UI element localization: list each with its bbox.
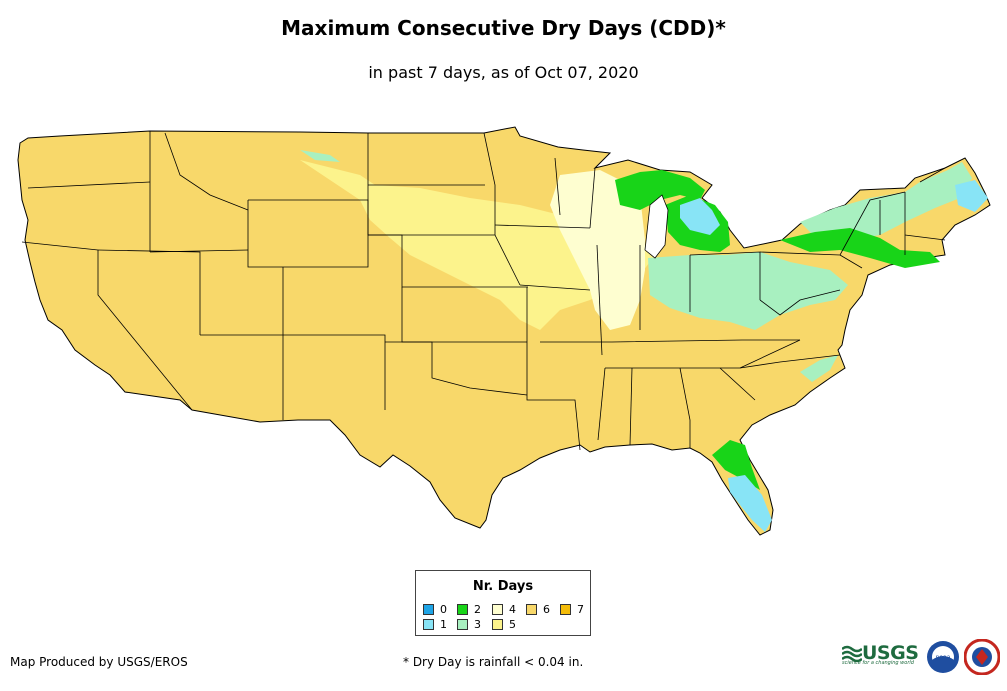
northeast-3day-zone [800, 162, 972, 242]
nws-logo [964, 639, 1000, 675]
legend-item-4: 4 [492, 603, 516, 616]
legend-label-1: 1 [440, 618, 447, 631]
legend-label-3: 3 [474, 618, 481, 631]
legend-label-5: 5 [509, 618, 516, 631]
noaa-logo: noaa [927, 641, 959, 673]
florida-2day-zone [712, 440, 760, 490]
ohio-valley-3day-zone [648, 252, 848, 330]
michigan-2day-zone [615, 170, 705, 210]
usgs-logo: USGS [842, 642, 919, 664]
florida-1day-zone [728, 475, 772, 532]
maine-1day-zone [955, 180, 988, 212]
legend-item-6: 6 [526, 603, 550, 616]
montana-3day-patch [300, 150, 340, 162]
carolina-coast-patch [800, 355, 838, 382]
legend-label-7: 7 [577, 603, 584, 616]
legend-item-2: 2 [457, 603, 481, 616]
legend-swatch-3 [457, 619, 468, 630]
legend-label-6: 6 [543, 603, 550, 616]
dry-day-note: * Dry Day is rainfall < 0.04 in. [403, 655, 584, 669]
legend-swatch-1 [423, 619, 434, 630]
legend-title: Nr. Days [472, 579, 534, 594]
agency-logos: USGS science for a changing world noaa [842, 637, 1002, 677]
legend-swatch-5 [492, 619, 503, 630]
state-borders [21, 131, 946, 451]
noaa-logo-text: noaa [936, 654, 951, 661]
legend-item-3: 3 [457, 618, 481, 631]
legend-swatch-7 [560, 604, 571, 615]
map-subtitle: in past 7 days, as of Oct 07, 2020 [368, 63, 639, 82]
legend-item-7: 7 [560, 603, 584, 616]
plains-5day-zone [300, 160, 655, 330]
usgs-wordmark: USGS [862, 642, 919, 664]
legend-label-2: 2 [474, 603, 481, 616]
map-credit: Map Produced by USGS/EROS [10, 655, 188, 669]
legend-swatch-6 [526, 604, 537, 615]
usgs-tagline: science for a changing world [842, 660, 914, 666]
legend-label-4: 4 [509, 603, 516, 616]
usgs-wave-icon [842, 645, 862, 663]
legend: Nr. Days 0 1 2 3 4 5 6 7 [415, 570, 591, 636]
conus-landmass [17, 126, 991, 536]
legend-item-5: 5 [492, 618, 516, 631]
map-title: Maximum Consecutive Dry Days (CDD)* [281, 16, 726, 40]
legend-swatch-4 [492, 604, 503, 615]
legend-swatch-2 [457, 604, 468, 615]
legend-label-0: 0 [440, 603, 447, 616]
michigan-1day-zone [680, 198, 720, 235]
legend-item-0: 0 [423, 603, 447, 616]
legend-item-1: 1 [423, 618, 447, 631]
lake-michigan [644, 194, 669, 259]
northeast-2day-zone [780, 228, 940, 268]
legend-swatch-0 [423, 604, 434, 615]
